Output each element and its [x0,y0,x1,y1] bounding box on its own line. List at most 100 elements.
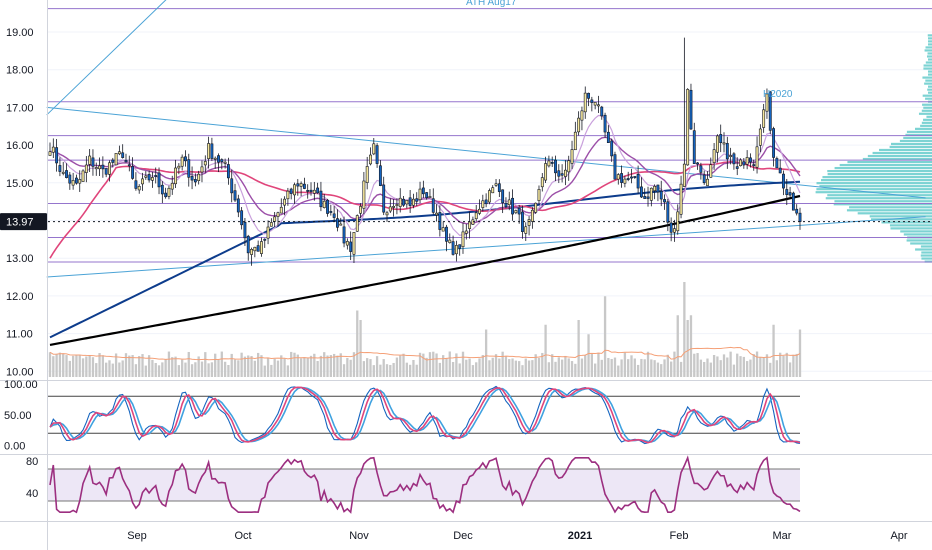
candle-body [527,219,531,226]
volume-bar [171,357,174,377]
volume-bar [184,362,187,377]
candle-body [474,212,478,220]
volume-bar [263,365,266,377]
candle-body [269,222,273,227]
candle-body [279,206,283,214]
candle-body [613,154,617,180]
volume-bar [488,360,491,377]
price-axis[interactable]: 19.0018.0017.0016.0015.0014.0013.0012.00… [6,27,34,378]
volume-bar [699,359,703,377]
volume-bar [313,353,316,377]
candle-body [530,209,534,222]
volume-bar [237,360,240,377]
volume-profile-bar [915,248,932,251]
volume-bar [650,359,653,377]
rsi-axis[interactable]: 80 40 [26,456,38,500]
candle-body [71,180,75,186]
volume-bar [408,364,412,377]
volume-bar [693,353,696,377]
price-tick-label: 15.00 [6,178,34,190]
candle-body [75,177,78,184]
candle-body [742,161,746,166]
candle-body [137,186,141,191]
volume-bar [223,361,227,377]
volume-bar [243,356,247,377]
volume-bar [389,364,392,377]
candle-body [253,246,257,252]
volume-profile-bar [846,209,932,212]
time-axis[interactable]: Sep Oct Nov Dec 2021 Feb Mar Apr [127,530,908,542]
candle-body [610,140,614,157]
candle-body [537,189,541,201]
time-tick-label: Dec [453,530,473,542]
volume-bar [722,354,726,377]
candle-body [111,159,115,163]
volume-bar [669,361,673,377]
candle-body [709,164,713,178]
volume-bar [620,359,623,377]
volume-bar [68,360,71,377]
volume-profile-bar [816,188,932,191]
trend-line-falling [46,106,926,199]
last-price-tag-bg [0,213,47,231]
volume-bar [177,365,181,377]
candle-body [725,143,729,160]
volume-bar [131,355,134,377]
candle-body [415,198,419,202]
volume-bar [455,353,458,377]
volume-profile-bar [899,139,932,143]
volume-profile-bar [910,242,932,245]
volume-profile-bar [920,245,932,248]
candle-body [55,147,59,164]
candle-body [785,189,789,195]
volume-bar [233,359,237,377]
candle-body [296,183,300,187]
volume-bar [551,354,554,377]
volume-bar [696,353,699,377]
volume-bar [309,355,313,377]
volume-bar [660,364,663,377]
candle-body [144,175,148,178]
volume-bar [266,358,270,377]
volume-bar [111,363,114,377]
volume-bar [91,357,95,377]
volume-bar [260,355,263,377]
candle-body [534,202,538,213]
candle-body [593,102,597,106]
volume-profile-bar [872,151,932,155]
volume-ma-line [49,346,801,361]
candle-body [719,134,723,144]
candle-body [78,179,82,184]
candle-body [481,200,485,208]
volume-bar [617,365,620,377]
volume-bar [118,362,121,377]
candle-body [696,162,700,165]
candle-body [666,201,670,223]
volume-bar [554,361,557,377]
stoch-axis[interactable]: 100.00 50.00 0.00 [4,379,38,453]
volume-bar [342,364,346,377]
volume-bar [190,364,194,377]
candle-body [65,170,68,178]
volume-bar [128,355,131,377]
volume-bar [332,353,336,377]
volume-bar [607,357,610,377]
volume-bar [709,362,712,377]
volume-bar [518,361,521,377]
candle-body [147,174,151,181]
volume-bar [75,354,78,377]
volume-profile-bar [827,194,932,197]
candle-body [445,226,448,242]
candle-body [715,135,719,153]
volume-bar [293,352,296,377]
candle-body [517,207,521,215]
volume-bar [547,362,551,377]
volume-bar [55,353,58,377]
candle-body [213,157,217,160]
candle-body [150,177,154,181]
candle-body [544,163,548,181]
volume-profile-bar [924,49,932,52]
volume-profile-bar [920,254,932,257]
volume-bar [428,352,432,377]
